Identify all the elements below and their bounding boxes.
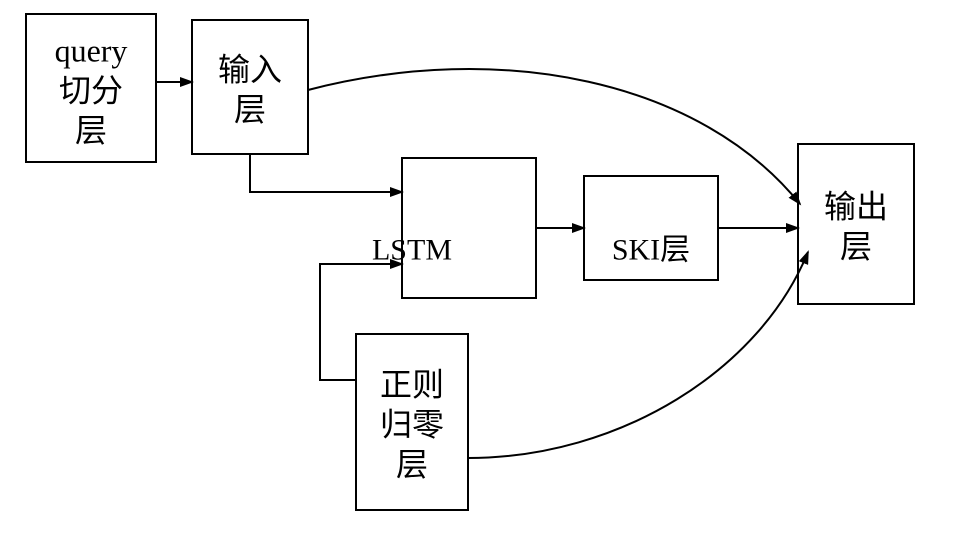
edge-e5 [308,69,800,204]
node-regzero-label-line-2: 层 [396,446,428,482]
edge-e2 [250,154,402,192]
node-output-label-line-1: 层 [840,228,872,264]
node-query: query 切分层 [26,14,156,162]
node-regzero-label-line-0: 正则 [380,366,444,402]
node-output-label-line-0: 输出 [824,188,888,224]
node-regzero: 正则归零层 [356,334,468,510]
node-query-label-line-2: 层 [75,112,107,148]
node-regzero-label-line-1: 归零 [380,406,444,442]
node-ski-label-line-1: SKI层 [612,233,690,266]
node-input-label-line-1: 层 [234,91,266,127]
diagram-canvas: query切分层输入层LSTMSKI层正则归零层输出层 [0,0,966,543]
node-output: 输出层 [798,144,914,304]
node-lstm: LSTM [372,158,536,298]
nodes-layer: query切分层输入层LSTMSKI层正则归零层输出层 [26,14,914,510]
node-query-label-line-0: query [55,32,128,68]
node-lstm-label-line-1: LSTM [372,233,452,266]
node-input-label-line-0: 输入 [218,51,282,87]
node-query-label-line-1: 切分 [59,72,123,108]
node-ski: SKI层 [584,176,718,280]
node-input: 输入层 [192,20,308,154]
